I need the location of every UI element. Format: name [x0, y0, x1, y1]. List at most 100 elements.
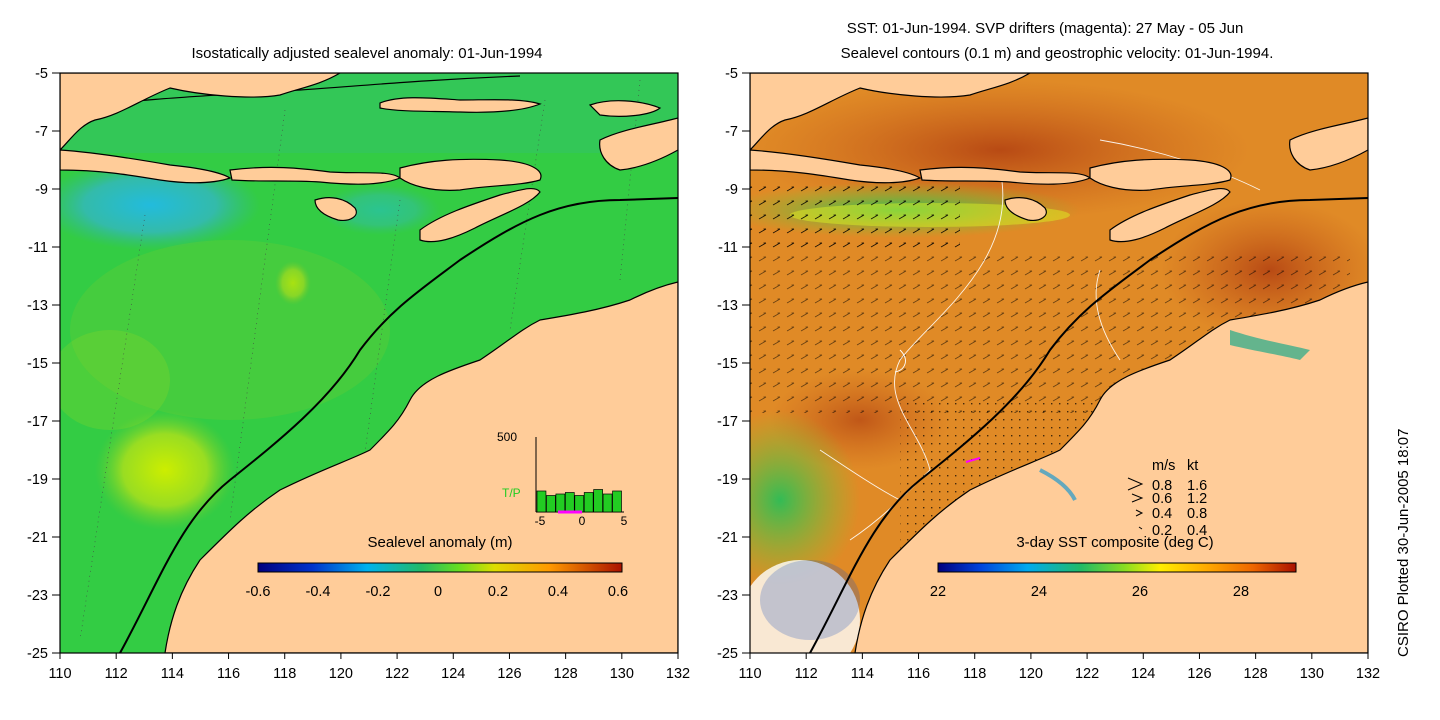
land-mass: [60, 73, 678, 653]
inset-bar: [583, 492, 594, 513]
y-tick-label: -5: [725, 66, 738, 82]
y-tick-label: -5: [35, 66, 48, 82]
inset-x-tick: 0: [579, 514, 586, 528]
inset-series-label: T/P: [502, 486, 521, 500]
y-tick-label: -21: [27, 530, 48, 546]
x-tick-label: 132: [666, 666, 690, 682]
shelf-contour: [119, 197, 678, 653]
x-tick-label: 118: [963, 666, 986, 682]
x-tick-label: 128: [554, 666, 578, 682]
sealevel-colorbar: [257, 562, 623, 573]
right-x-axis: 110 112 114 116 118 120 122 124 126 128 130 132: [738, 653, 1380, 682]
tp-inset-histogram: 500 T/P -5 0 5: [494, 430, 634, 528]
sealevel-colorbar-tick: -0.6: [246, 584, 271, 600]
y-tick-label: -9: [35, 182, 48, 198]
velocity-arrow-icon: [1127, 477, 1144, 491]
x-tick-label: 126: [497, 666, 521, 682]
x-tick-label: 112: [795, 666, 818, 682]
sst-colorbar-label: 3-day SST composite (deg C): [1016, 534, 1213, 551]
sealevel-map-title: Isostatically adjusted sealevel anomaly:…: [191, 45, 542, 62]
inset-bar: [574, 495, 585, 513]
x-tick-label: 114: [851, 666, 874, 682]
y-tick-label: -17: [717, 414, 738, 430]
y-tick-label: -19: [27, 472, 48, 488]
velocity-legend-kt: 0.8: [1187, 506, 1207, 522]
velocity-legend: m/s kt 0.8 1.6 0.6 1.2 0.4 0.8 0.2 0.4: [1127, 458, 1207, 539]
y-tick-label: -25: [717, 646, 738, 662]
x-tick-label: 116: [907, 666, 930, 682]
velocity-legend-ms: 0.6: [1152, 491, 1172, 507]
velocity-arrow-icon: [1131, 493, 1144, 503]
velocity-legend-header-ms: m/s: [1152, 458, 1175, 474]
inset-bar: [593, 489, 603, 513]
x-tick-label: 128: [1244, 666, 1268, 682]
inset-bar: [536, 490, 547, 513]
sst-colorbar-tick: 24: [1031, 584, 1047, 600]
inset-bar: [555, 493, 566, 513]
sst-colorbar-ticks: 22 24 26 28: [930, 584, 1249, 600]
x-tick-label: 110: [738, 666, 761, 682]
x-tick-label: 122: [385, 666, 409, 682]
x-tick-label: 114: [161, 666, 184, 682]
y-tick-label: -15: [27, 356, 48, 372]
y-tick-label: -23: [27, 588, 48, 604]
left-y-axis: -5 -7 -9 -11 -13 -15 -17 -19 -21 -23 -25: [27, 66, 60, 662]
land-mass: [750, 73, 1368, 653]
x-tick-label: 110: [48, 666, 71, 682]
sealevel-high-anomaly: [95, 410, 235, 530]
sst-colorbar: [937, 562, 1297, 573]
y-tick-label: -11: [718, 240, 738, 256]
velocity-arrow-icon: [1135, 509, 1144, 517]
y-tick-label: -9: [725, 182, 738, 198]
y-tick-label: -19: [717, 472, 738, 488]
y-tick-label: -11: [28, 240, 48, 256]
drifter-track: [965, 457, 981, 463]
y-tick-label: -15: [717, 356, 738, 372]
velocity-arrow-icon: [1138, 526, 1143, 530]
inset-bars: [536, 489, 622, 513]
inset-bar: [564, 492, 575, 513]
sst-colorbar-tick: 28: [1233, 584, 1249, 600]
y-tick-label: -21: [717, 530, 738, 546]
x-tick-label: 120: [329, 666, 353, 682]
velocity-legend-kt: 0.4: [1187, 523, 1207, 539]
credit-text: CSIRO Plotted 30-Jun-2005 18:07: [1395, 429, 1412, 657]
x-tick-label: 120: [1019, 666, 1043, 682]
x-tick-label: 112: [105, 666, 128, 682]
velocity-legend-ms: 0.4: [1152, 506, 1172, 522]
sealevel-colorbar-tick: 0: [434, 584, 442, 600]
y-tick-label: -13: [717, 298, 738, 314]
velocity-legend-ms: 0.2: [1152, 523, 1172, 539]
velocity-legend-header-kt: kt: [1187, 458, 1198, 474]
sealevel-colorbar-tick: -0.4: [306, 584, 331, 600]
y-tick-label: -23: [717, 588, 738, 604]
x-tick-label: 130: [610, 666, 634, 682]
x-tick-label: 130: [1300, 666, 1324, 682]
sealevel-colorbar-tick: 0.4: [548, 584, 568, 600]
velocity-legend-ms: 0.8: [1152, 478, 1172, 494]
left-x-axis: 110 112 114 116 118 120 122 124 126 128 130 132: [48, 653, 690, 682]
y-tick-label: -7: [725, 124, 738, 140]
inset-bar: [612, 490, 622, 513]
sealevel-colorbar-tick: 0.2: [488, 584, 508, 600]
inset-ylabel-top: 500: [497, 430, 517, 444]
x-tick-label: 124: [441, 666, 465, 682]
inset-x-tick: -5: [535, 514, 546, 528]
y-tick-label: -17: [27, 414, 48, 430]
sealevel-colorbar-tick: -0.2: [366, 584, 391, 600]
x-tick-label: 116: [217, 666, 240, 682]
sealevel-colorbar-ticks: -0.6 -0.4 -0.2 0 0.2 0.4 0.6: [246, 584, 629, 600]
sst-map-title-line2: Sealevel contours (0.1 m) and geostrophi…: [841, 45, 1274, 62]
inset-bar: [602, 493, 613, 513]
y-tick-label: -13: [27, 298, 48, 314]
velocity-legend-kt: 1.2: [1187, 491, 1207, 507]
sst-colorbar-tick: 26: [1132, 584, 1148, 600]
inset-bar: [546, 495, 556, 513]
velocity-legend-kt: 1.6: [1187, 478, 1207, 494]
sst-colorbar-tick: 22: [930, 584, 946, 600]
sealevel-colorbar-tick: 0.6: [608, 584, 628, 600]
sst-map-title-line1: SST: 01-Jun-1994. SVP drifters (magenta)…: [847, 20, 1244, 37]
y-tick-label: -7: [35, 124, 48, 140]
sealevel-map-panel: Isostatically adjusted sealevel anomaly:…: [27, 45, 690, 682]
